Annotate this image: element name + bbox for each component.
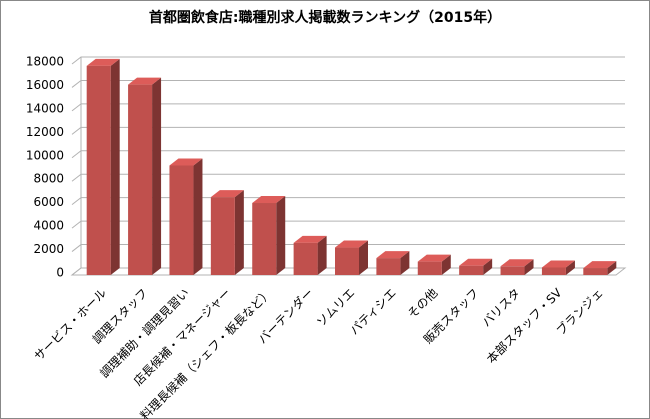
bar [417,254,451,275]
y-tick-label: 8000 [33,172,64,186]
bar-top [252,196,286,204]
bar-side [441,254,451,275]
bar-front [335,247,359,275]
y-tick-label: 4000 [33,219,64,233]
bar-front [583,268,608,275]
bar-front [541,267,566,275]
bar [376,251,410,275]
bar-front [252,203,277,275]
bar-side [276,196,286,275]
bar [335,240,368,275]
chart-title: 首都圏飲食店:職種別求人掲載数ランキング（2015年） [149,9,501,26]
y-tick-label: 12000 [26,125,64,139]
bar-side [110,58,120,275]
bar-side [565,260,575,275]
bar-top [459,258,493,266]
bar-side [359,240,368,275]
bar [128,77,162,275]
bar-top [417,254,451,262]
bar-top [293,235,327,243]
bar-side [152,77,162,275]
bar-top [128,77,162,85]
bar-side [607,261,617,275]
bar-side [483,258,493,275]
y-tick-label: 14000 [26,101,64,115]
bar-top [583,261,617,269]
bar-top [169,158,203,166]
bar-top [86,58,120,66]
bar-front [86,65,111,275]
bar [293,235,327,275]
bar-top [376,251,410,259]
y-tick-label: 18000 [26,55,64,69]
bar-front [376,258,401,275]
bar [541,260,575,275]
bar [252,196,286,275]
bar [169,158,203,275]
bars [86,58,617,275]
y-tick-label: 10000 [26,148,64,162]
bar-top [500,259,534,267]
bar-top [541,260,575,268]
bar-front [169,165,194,275]
bar-front [500,266,525,275]
y-tick-label: 16000 [26,78,64,92]
bar-top [335,240,368,248]
bar-side [234,190,244,275]
bar [500,259,534,275]
bar-side [193,158,203,275]
bar [459,258,493,275]
bar-front [210,197,235,275]
bar-side [400,251,410,275]
bar-front [417,261,442,275]
y-tick-label: 0 [56,266,64,280]
bar [210,190,244,275]
bar-front [293,242,318,275]
bar-front [128,84,153,275]
bar [86,58,120,275]
bar [583,261,617,275]
y-tick-label: 6000 [33,195,64,209]
bar-top [210,190,244,198]
bar-front [459,265,484,275]
bar-side [317,235,327,275]
bar-side [524,259,534,275]
y-tick-label: 2000 [33,242,64,256]
